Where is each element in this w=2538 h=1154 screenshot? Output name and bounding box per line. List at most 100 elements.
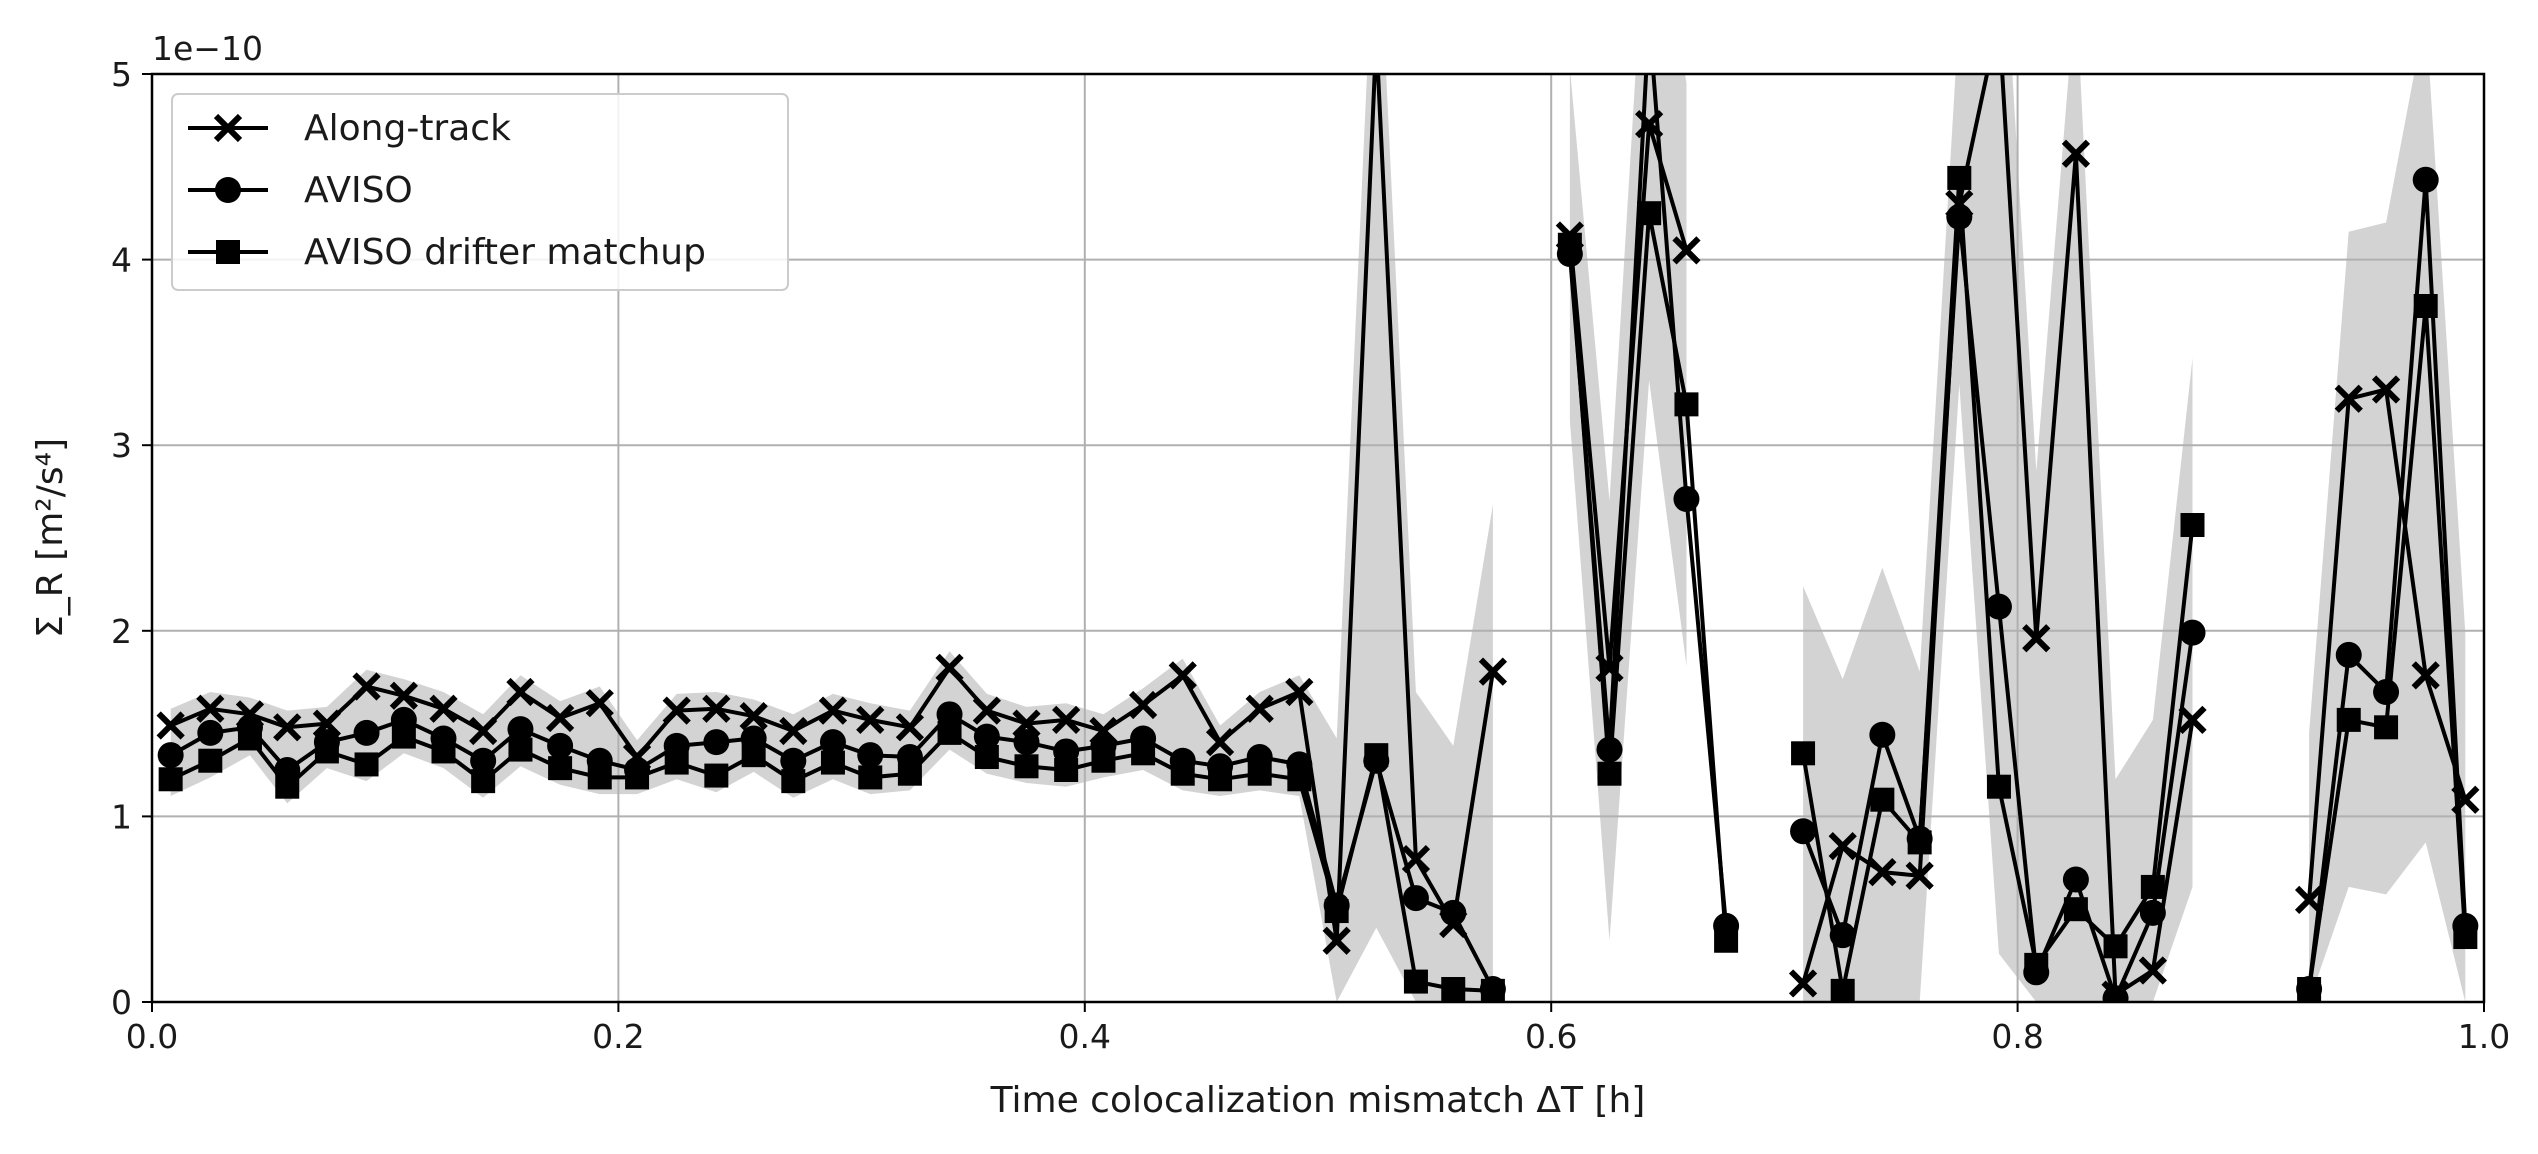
data-point	[2063, 897, 2088, 922]
data-point	[1012, 709, 1041, 738]
data-point	[1285, 677, 1314, 707]
data-point	[2334, 384, 2363, 413]
uncertainty-band	[1803, 74, 2193, 1002]
data-point	[1245, 694, 1274, 723]
data-point	[2061, 139, 2091, 168]
y-tick-label: 4	[111, 241, 132, 280]
data-point	[547, 732, 574, 759]
data-point	[974, 745, 999, 770]
data-point	[702, 694, 731, 723]
legend-item: AVISO drifter matchup	[188, 232, 706, 273]
plot-frame	[150, 72, 2486, 1004]
y-tick-label: 1	[111, 797, 132, 836]
data-point	[972, 696, 1001, 725]
data-point	[213, 113, 243, 143]
data-point	[2179, 619, 2206, 646]
data-point	[216, 240, 240, 264]
data-point	[1985, 593, 2012, 620]
data-point	[1674, 392, 1699, 417]
data-point	[2024, 952, 2049, 977]
y-tick-label: 2	[111, 612, 132, 651]
data-point	[585, 689, 614, 718]
data-point	[1480, 978, 1505, 1002]
data-point	[2453, 925, 2478, 950]
data-point	[2178, 705, 2207, 735]
data-point	[935, 653, 964, 683]
legend-label: Along-track	[304, 108, 511, 149]
data-point	[741, 743, 766, 768]
data-point	[2022, 624, 2051, 653]
data-point	[780, 747, 807, 774]
data-point	[1986, 774, 2011, 799]
data-point	[237, 726, 262, 751]
x-tick-label: 0.6	[1525, 1017, 1577, 1056]
data-point	[739, 702, 768, 731]
data-point	[704, 763, 729, 788]
data-point	[506, 677, 535, 707]
y-tick-label: 0	[111, 983, 132, 1022]
data-point	[1364, 743, 1389, 768]
data-point	[937, 720, 962, 745]
data-point	[856, 705, 885, 735]
data-point	[545, 703, 575, 733]
data-point	[1868, 857, 1897, 887]
data-point	[352, 672, 381, 701]
data-point	[779, 716, 808, 746]
data-point	[1170, 761, 1195, 786]
legend-item: Along-track	[188, 108, 511, 149]
data-point	[895, 713, 925, 742]
data-point	[431, 739, 456, 764]
legend-label: AVISO	[304, 170, 413, 211]
data-point	[973, 723, 1000, 750]
data-point	[1557, 232, 1582, 257]
y-axis-label: Σ_R [m²/s⁴]	[30, 438, 71, 638]
data-point	[2371, 375, 2401, 404]
data-point	[1830, 978, 1855, 1002]
data-point	[2335, 641, 2362, 668]
data-point	[2138, 956, 2167, 985]
data-point	[1131, 741, 1156, 766]
data-point	[1791, 741, 1816, 766]
data-point	[157, 742, 184, 769]
data-point	[1637, 201, 1662, 226]
uncertainty-band	[170, 74, 1493, 1002]
data-point	[2411, 661, 2440, 690]
x-tick-label: 0.2	[592, 1017, 644, 1056]
data-point	[1672, 236, 1701, 265]
data-point	[1168, 661, 1197, 690]
data-point	[1403, 969, 1428, 994]
data-point	[820, 750, 845, 775]
data-point	[471, 769, 496, 794]
data-point	[469, 716, 498, 746]
data-point	[1947, 165, 1972, 190]
data-point	[470, 747, 497, 774]
data-point	[1597, 761, 1622, 786]
data-point	[312, 709, 342, 738]
data-point	[2103, 934, 2128, 959]
data-point	[2139, 899, 2166, 926]
data-point	[1247, 761, 1272, 786]
data-point	[1128, 690, 1158, 720]
legend-box	[171, 93, 789, 291]
data-point	[314, 739, 339, 764]
data-point	[587, 765, 612, 790]
data-point	[1869, 721, 1896, 748]
data-point	[1946, 203, 1973, 230]
y-scale-label: 1e−10	[152, 29, 263, 68]
data-point	[197, 719, 224, 746]
x-axis-label: Time colocalization mismatch ΔT [h]	[990, 1080, 1646, 1121]
data-point	[1324, 899, 1349, 924]
data-point	[158, 767, 183, 792]
data-point	[1870, 787, 1895, 812]
data-point	[781, 769, 806, 794]
data-point	[703, 729, 730, 756]
data-point	[2180, 513, 2205, 538]
data-point	[1014, 754, 1039, 779]
x-tick-label: 0.4	[1059, 1017, 1111, 1056]
data-point	[2413, 294, 2438, 318]
data-point	[1790, 818, 1817, 845]
x-tick-label: 0.8	[1991, 1017, 2043, 1056]
legend: Along-track AVISO AVISO drifter matchup	[171, 93, 789, 291]
data-point	[273, 713, 302, 742]
